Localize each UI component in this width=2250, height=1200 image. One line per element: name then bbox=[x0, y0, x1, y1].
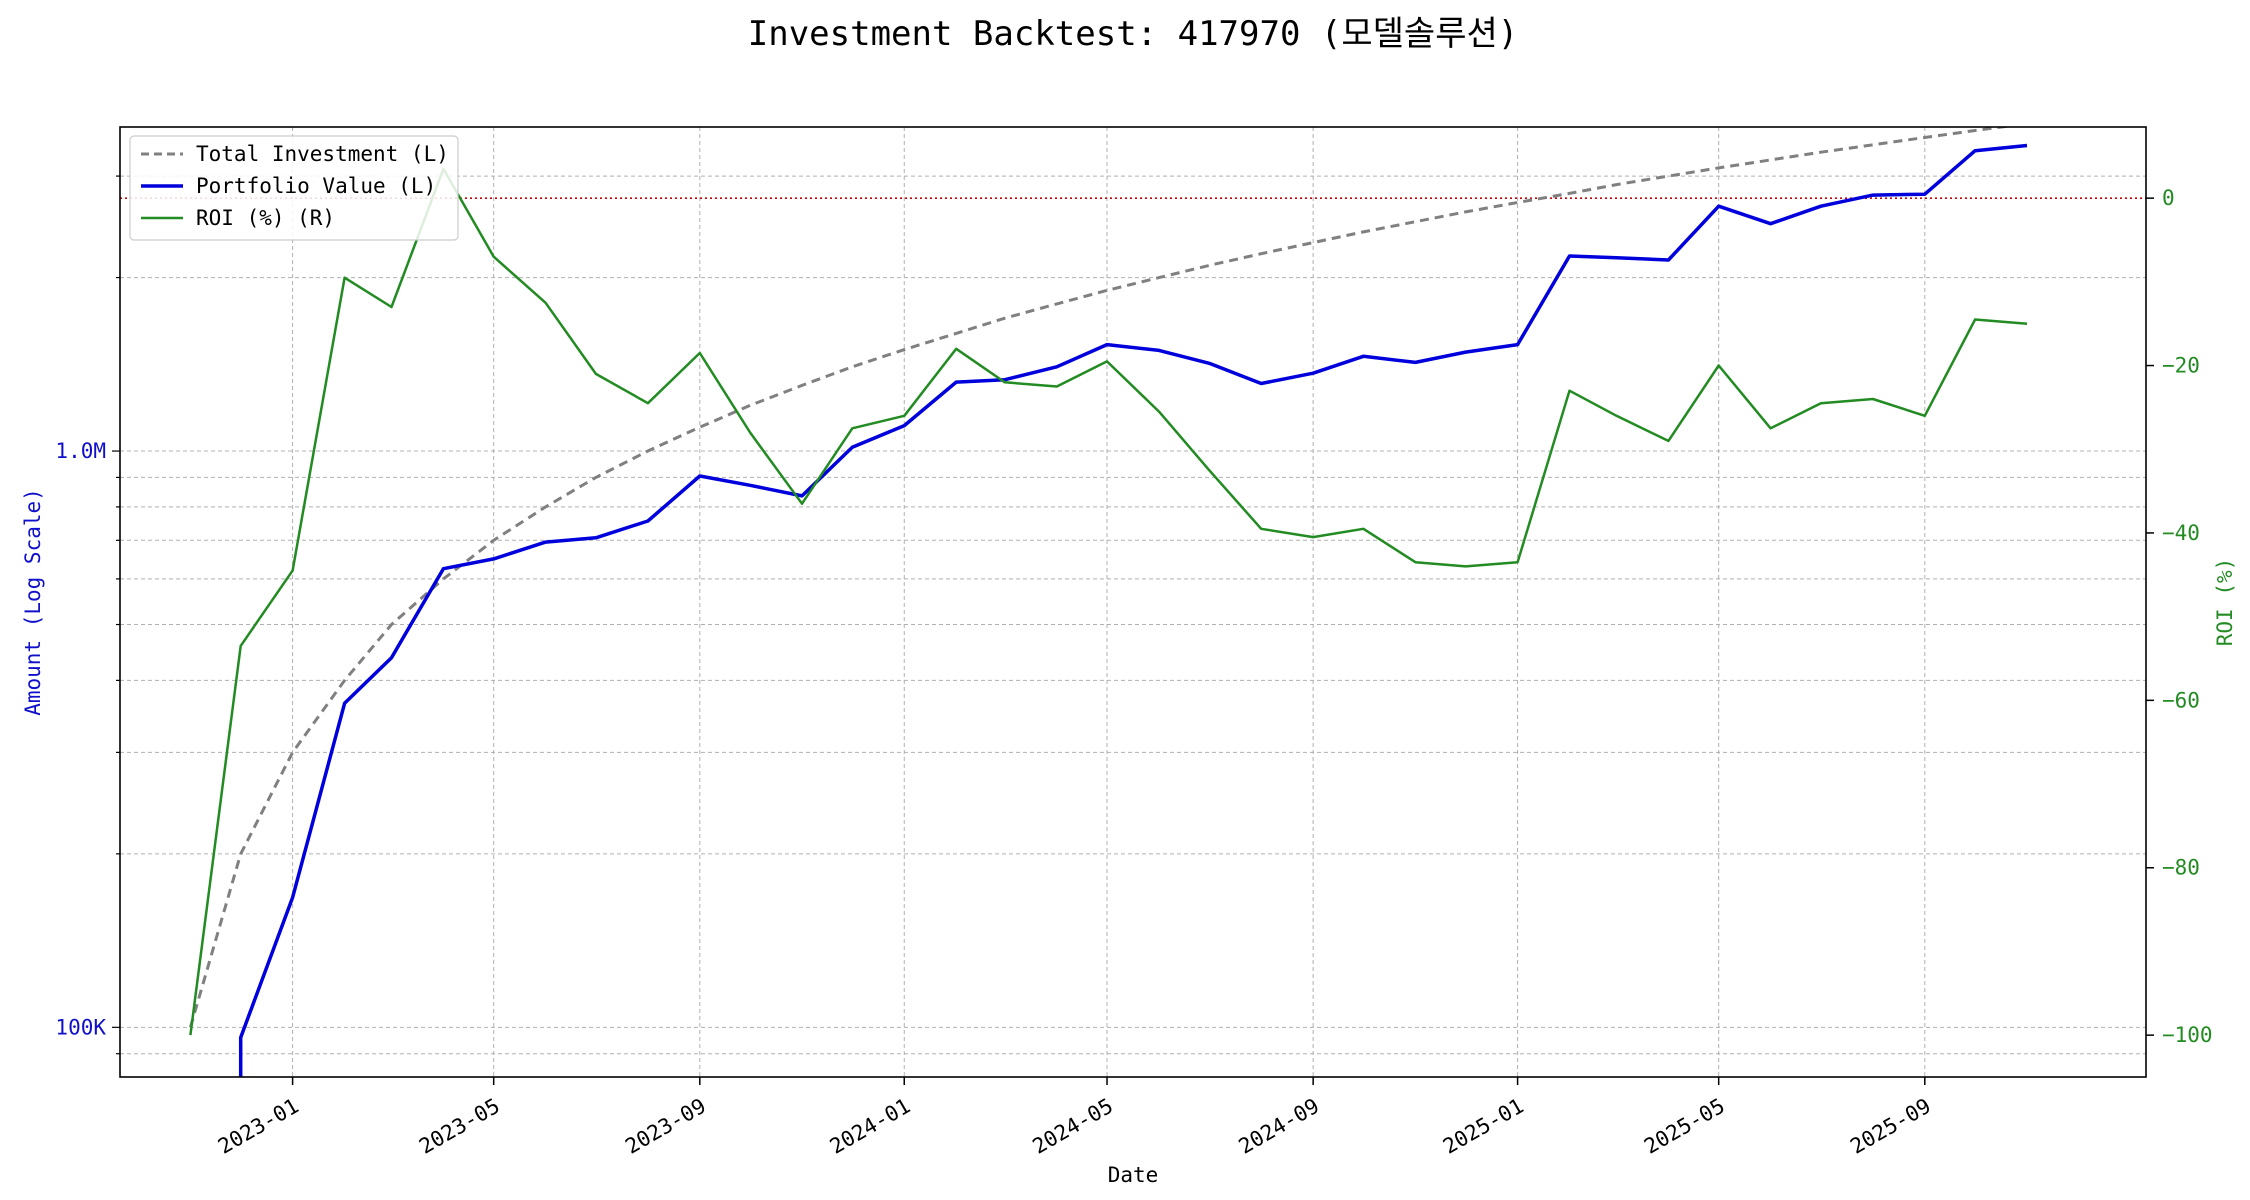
x-axis-ticks: 2023-01 2023-05 2023-09 2024-01 2024-05 2024-… bbox=[214, 1077, 1935, 1159]
x-tick-label: 2024-01 bbox=[826, 1094, 915, 1159]
legend-label-roi: ROI (%) (R) bbox=[196, 206, 335, 230]
right-axis-ticks: 0 −20 −40 −60 −80 −100 bbox=[2146, 186, 2213, 1047]
right-tick-label: −60 bbox=[2162, 688, 2200, 712]
x-tick-label: 2023-05 bbox=[415, 1094, 504, 1159]
series-line-portfolio-value-l bbox=[238, 143, 2028, 1077]
x-tick-label: 2023-09 bbox=[621, 1094, 710, 1159]
plot-area-frame bbox=[119, 126, 2147, 1078]
left-axis-title: Amount (Log Scale) bbox=[21, 488, 45, 716]
right-axis-title: ROI (%) bbox=[2213, 558, 2237, 647]
legend-box bbox=[129, 135, 459, 241]
x-tick-label: 2023-01 bbox=[214, 1094, 303, 1159]
x-axis-title: Date bbox=[1108, 1163, 1159, 1187]
right-tick-label: −80 bbox=[2162, 856, 2200, 880]
legend-label-total-investment: Total Investment (L) bbox=[196, 142, 449, 166]
left-tick-label: 100K bbox=[55, 1015, 106, 1039]
left-axis-ticks: 100K 1.0M bbox=[55, 175, 120, 1055]
chart-title: Investment Backtest: 417970 (모델솔루션) bbox=[748, 14, 1519, 54]
series-layer bbox=[188, 127, 2028, 1077]
series-line-total-investment-l bbox=[188, 127, 2013, 1028]
legend-label-portfolio-value: Portfolio Value (L) bbox=[196, 174, 436, 198]
x-tick-label: 2025-05 bbox=[1640, 1094, 1729, 1159]
series-line-roi-r bbox=[189, 167, 2028, 1036]
x-tick-label: 2025-01 bbox=[1439, 1094, 1528, 1159]
right-tick-label: −40 bbox=[2162, 521, 2200, 545]
right-tick-label: −100 bbox=[2162, 1023, 2213, 1047]
x-tick-label: 2025-09 bbox=[1846, 1094, 1935, 1159]
right-tick-label: 0 bbox=[2162, 186, 2175, 210]
left-tick-label: 1.0M bbox=[55, 439, 106, 463]
x-tick-label: 2024-09 bbox=[1235, 1094, 1324, 1159]
x-tick-label: 2024-05 bbox=[1028, 1094, 1117, 1159]
right-tick-label: −20 bbox=[2162, 354, 2200, 378]
legend: Total Investment (L) Portfolio Value (L)… bbox=[129, 135, 459, 241]
